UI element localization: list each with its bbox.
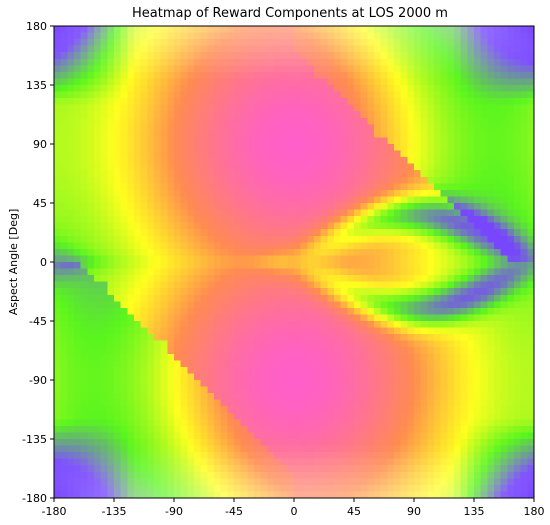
chart-title: Heatmap of Reward Components at LOS 2000… <box>132 6 448 21</box>
y-axis: -180 -135 -90 -45 0 45 90 135 180 <box>22 20 54 505</box>
y-tick-label: -45 <box>29 315 47 328</box>
x-tick-label: 135 <box>464 505 485 518</box>
y-tick-label: 0 <box>40 256 47 269</box>
y-tick-label: 90 <box>33 138 47 151</box>
y-tick-label: 45 <box>33 197 47 210</box>
x-tick-label: 180 <box>524 505 545 518</box>
y-tick-label: -180 <box>22 492 47 505</box>
x-tick-label: 45 <box>347 505 361 518</box>
x-tick-label: -135 <box>102 505 127 518</box>
x-axis: -180 -135 -90 -45 0 45 90 135 180 <box>42 498 545 518</box>
y-tick-label: 135 <box>26 79 47 92</box>
x-tick-label: -90 <box>165 505 183 518</box>
x-tick-label: 0 <box>291 505 298 518</box>
y-tick-label: 180 <box>26 20 47 33</box>
y-tick-label: -135 <box>22 433 47 446</box>
heatmap-image <box>54 26 534 498</box>
x-tick-label: -45 <box>225 505 243 518</box>
y-axis-label: Aspect Angle [Deg] <box>7 209 20 315</box>
y-tick-label: -90 <box>29 374 47 387</box>
x-tick-label: 90 <box>407 505 421 518</box>
x-tick-label: -180 <box>42 505 67 518</box>
